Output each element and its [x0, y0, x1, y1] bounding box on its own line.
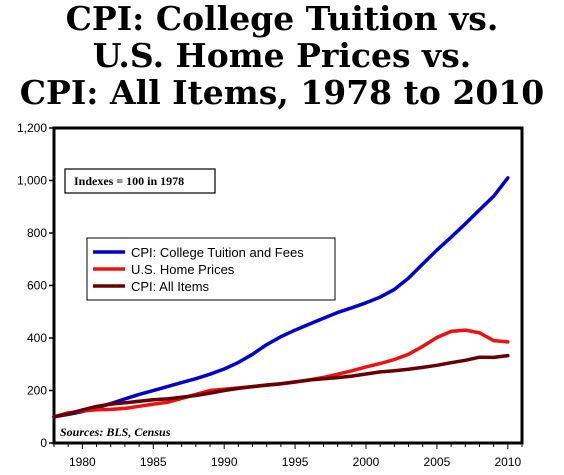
y-tick-label: 800 — [27, 226, 47, 240]
chart-lines — [52, 176, 510, 419]
x-tick-label: 1985 — [140, 455, 167, 469]
y-tick-label: 1,000 — [17, 174, 47, 188]
title-line-2: U.S. Home Prices vs. — [92, 36, 472, 75]
legend-box — [86, 237, 336, 301]
x-tick-label: 2000 — [353, 455, 380, 469]
legend-label-1: CPI: College Tuition and Fees — [131, 245, 304, 260]
y-tick-label: 200 — [27, 384, 47, 398]
title-line-3: CPI: All Items, 1978 to 2010 — [19, 73, 545, 112]
y-tick-label: 0 — [40, 436, 47, 450]
note-text: Indexes = 100 in 1978 — [74, 174, 184, 188]
y-tick-label: 600 — [27, 279, 47, 293]
legend: CPI: College Tuition and Fees U.S. Home P… — [86, 237, 336, 301]
x-tick-label: 2005 — [424, 455, 451, 469]
legend-label-3: CPI: All Items — [131, 279, 210, 294]
chart-axes: 0 200 400 600 800 1,000 1,200 1980 1985 1990 1995 2… — [17, 121, 524, 469]
title-line-1: CPI: College Tuition vs. — [65, 0, 499, 38]
legend-label-2: U.S. Home Prices — [131, 262, 235, 277]
x-tick-label: 1995 — [282, 455, 309, 469]
series-line-1 — [52, 176, 510, 419]
y-tick-label: 400 — [27, 331, 47, 345]
x-tick-label: 1990 — [211, 455, 238, 469]
series-line-3 — [52, 353, 510, 419]
y-tick-label: 1,200 — [17, 121, 47, 135]
note-box: Indexes = 100 in 1978 — [64, 168, 216, 194]
source-text: Sources: BLS, Census — [60, 425, 171, 439]
x-tick-label: 1980 — [69, 455, 96, 469]
note-box-border — [64, 168, 216, 194]
x-tick-label: 2010 — [494, 455, 521, 469]
chart-title: CPI: College Tuition vs. U.S. Home Price… — [0, 0, 564, 111]
